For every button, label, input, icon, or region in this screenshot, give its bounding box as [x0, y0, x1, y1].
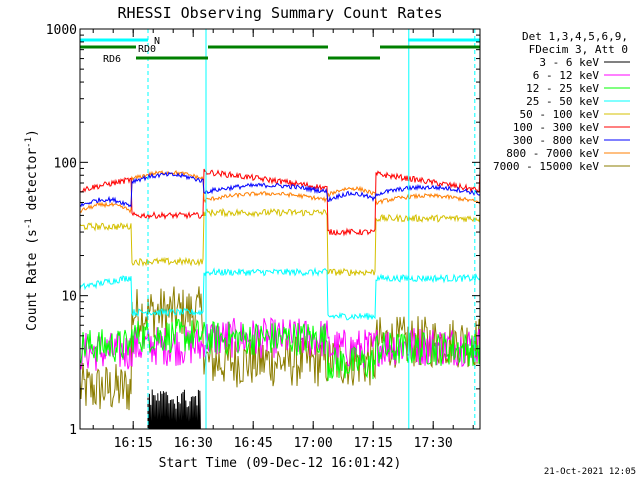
series-line-blue	[79, 171, 481, 208]
series-line-yellow	[79, 207, 481, 277]
legend-label-2: 12 - 25 keV	[526, 82, 599, 95]
y-axis-label-end: )	[25, 129, 40, 137]
legend-label-0: 3 - 6 keV	[539, 56, 599, 69]
y-tick-label-1: 1	[69, 423, 77, 438]
legend-label-1: 6 - 12 keV	[533, 69, 600, 82]
series-line-magenta	[79, 317, 481, 371]
x-tick-label-16:45: 16:45	[234, 436, 273, 451]
legend-header-0: Det 1,3,4,5,6,9,	[522, 30, 628, 43]
legend-label-7: 800 - 7000 keV	[506, 147, 599, 160]
x-tick-label-17:15: 17:15	[354, 436, 393, 451]
y-tick-label-10: 10	[61, 290, 77, 305]
legend-label-6: 300 - 800 keV	[513, 134, 599, 147]
chart-title: RHESSI Observing Summary Count Rates	[117, 4, 442, 22]
legend: Det 1,3,4,5,6,9,FDecim 3, Att 03 - 6 keV…	[493, 30, 630, 173]
y-axis-label: Count Rate (s-1 detector-1)	[24, 129, 40, 331]
y-axis-label-sup1: -1	[24, 218, 34, 229]
y-axis-label-sup2: -1	[24, 137, 34, 148]
series-line-orange	[79, 170, 481, 214]
legend-label-8: 7000 - 15000 keV	[493, 160, 599, 173]
series-line-cyan	[79, 266, 481, 321]
legend-header-1: FDecim 3, Att 0	[529, 43, 628, 56]
y-axis-label-main: Count Rate (s	[25, 229, 40, 331]
y-tick-label-1000: 1000	[46, 23, 77, 38]
x-axis-label: Start Time (09-Dec-12 16:01:42)	[159, 456, 402, 471]
legend-label-5: 100 - 300 keV	[513, 121, 599, 134]
x-tick-label-17:00: 17:00	[294, 436, 333, 451]
axes: 1 10 100 1000 16:15 16:30 16:45 17:00 17:15 17:30	[46, 23, 480, 451]
legend-label-4: 50 - 100 keV	[520, 108, 600, 121]
x-tick-label-16:30: 16:30	[174, 436, 213, 451]
y-axis-label-mid: detector	[25, 148, 40, 219]
series-line-olive	[79, 286, 481, 411]
series-line-red	[79, 168, 481, 237]
x-tick-label-16:15: 16:15	[114, 436, 153, 451]
x-tick-label-17:30: 17:30	[414, 436, 453, 451]
legend-label-3: 25 - 50 keV	[526, 95, 599, 108]
series-line-black	[147, 389, 201, 430]
status-label-n: N	[154, 36, 160, 47]
series-line-green	[79, 318, 481, 381]
status-label-rd0: RD0	[138, 44, 156, 55]
plot-frame	[79, 28, 481, 430]
y-tick-label-100: 100	[54, 156, 77, 171]
footer-timestamp: 21-Oct-2021 12:05	[544, 467, 636, 477]
status-label-rd6: RD6	[103, 54, 121, 65]
